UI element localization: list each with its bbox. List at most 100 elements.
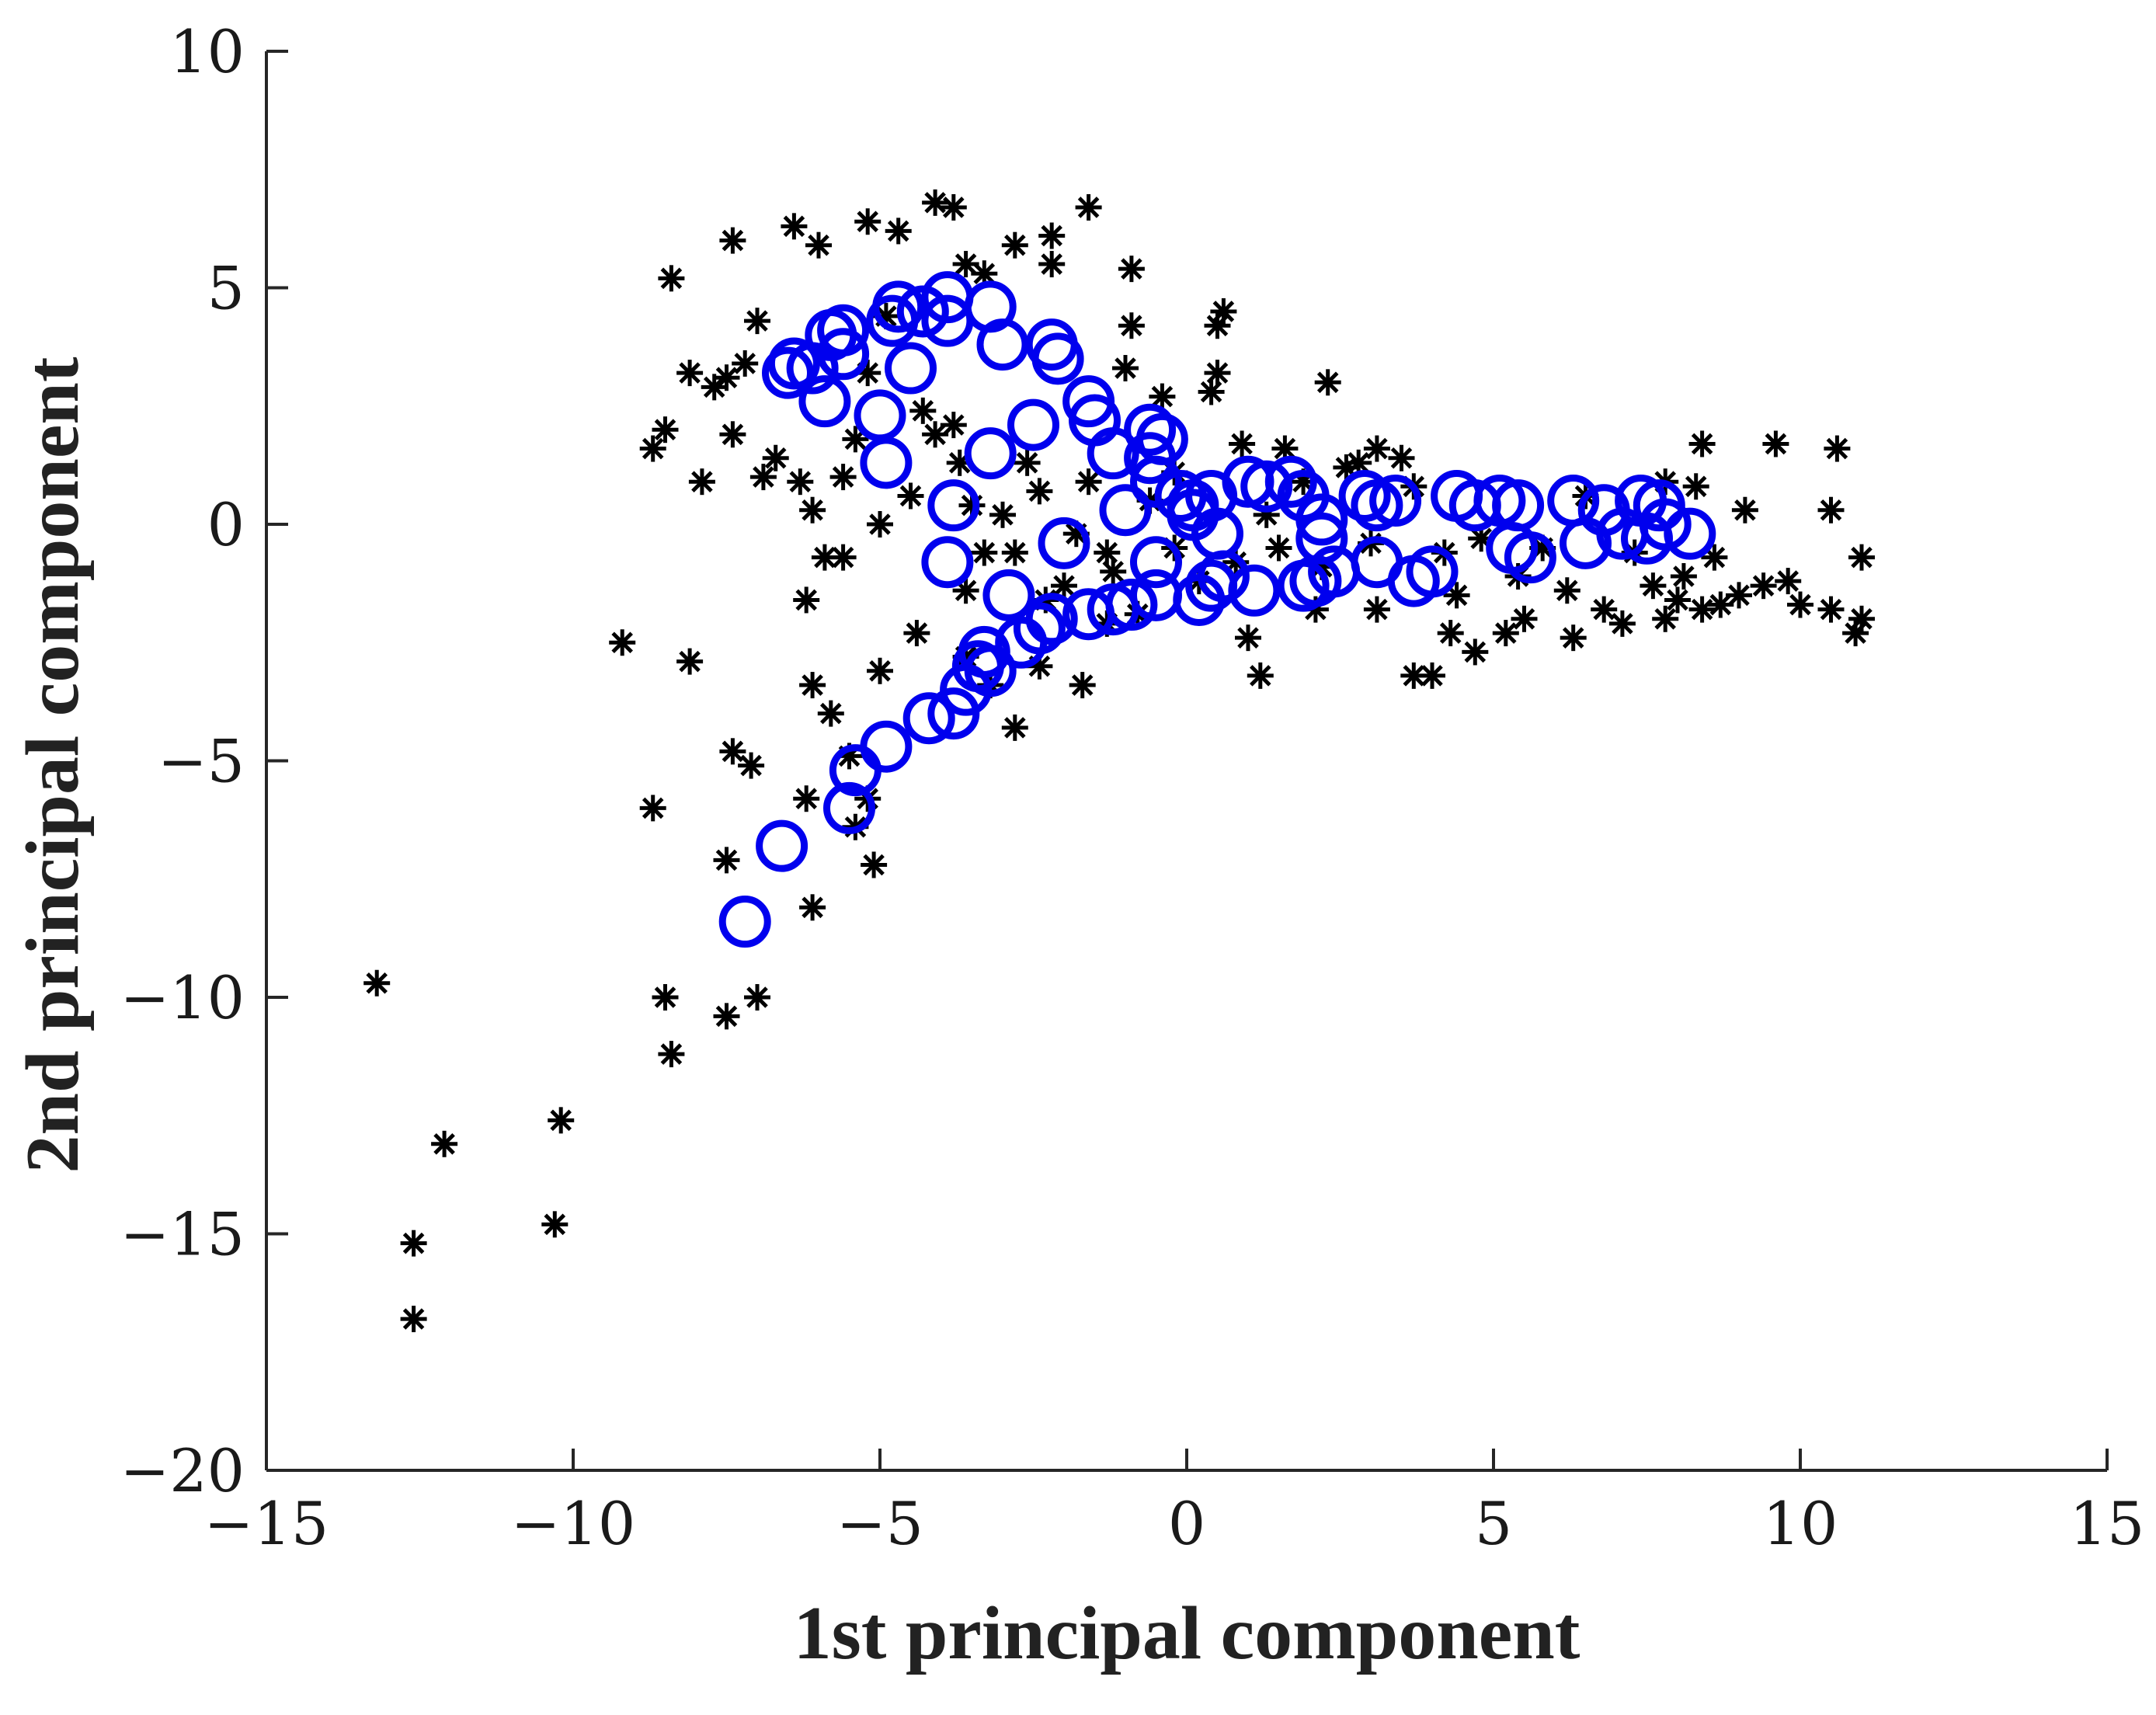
asterisk-point [1314, 369, 1341, 396]
asterisk-point [1664, 586, 1691, 614]
asterisk-point [799, 672, 826, 699]
circle-point [927, 479, 980, 532]
y-tick-label: −15 [120, 1200, 245, 1269]
asterisk-point [1204, 360, 1231, 387]
circle-point [1099, 484, 1152, 537]
x-tick-label: 15 [2070, 1489, 2145, 1558]
asterisk-point [639, 435, 666, 462]
asterisk-point [1038, 222, 1066, 249]
asterisk-point [639, 795, 666, 822]
circle-point [718, 896, 771, 948]
asterisk-point [1363, 435, 1390, 462]
asterisk-point [793, 586, 820, 614]
x-tick-label: −5 [836, 1489, 923, 1558]
circle-point [1295, 512, 1348, 565]
circle-point [1431, 469, 1483, 522]
asterisk-point [1848, 544, 1875, 571]
circle-point [854, 389, 906, 442]
asterisk-point [1553, 577, 1580, 604]
y-tick-label: 10 [169, 17, 245, 86]
circle-point [1615, 475, 1667, 527]
asterisk-point [1688, 430, 1716, 457]
circle-point [756, 819, 808, 872]
circle-point [1105, 579, 1158, 631]
circle-point [1406, 545, 1459, 598]
asterisk-point [1731, 496, 1758, 524]
asterisk-point [1652, 605, 1679, 632]
asterisk-point [1075, 193, 1102, 221]
asterisk-point [652, 416, 679, 444]
asterisk-point [1118, 312, 1145, 339]
circle-point [866, 294, 919, 347]
asterisk-point [400, 1230, 427, 1257]
asterisk-point [793, 785, 820, 812]
circle-point [1130, 536, 1182, 589]
asterisk-point [940, 193, 967, 221]
asterisk-point [867, 657, 893, 684]
axes-layer [265, 51, 2107, 1472]
circle-point [1135, 412, 1188, 465]
circle-point [860, 437, 913, 489]
asterisk-point [363, 969, 391, 997]
asterisk-point [1817, 596, 1845, 623]
asterisk-point [1388, 444, 1415, 471]
asterisk-point [952, 251, 979, 278]
asterisk-point [1038, 251, 1066, 278]
circle-point [1228, 564, 1281, 617]
y-axis-title: 2nd principal component [11, 357, 95, 1173]
asterisk-point [713, 847, 740, 874]
asterisk-point [719, 421, 746, 448]
x-tick-label: −15 [204, 1489, 329, 1558]
asterisk-point [1026, 478, 1053, 505]
asterisk-point [971, 539, 998, 566]
asterisk-point [1100, 558, 1127, 585]
asterisk-point [909, 397, 937, 424]
asterisk-point [676, 648, 704, 675]
asterisk-point [805, 231, 832, 259]
circle-point [1191, 507, 1243, 560]
asterisk-point [431, 1130, 458, 1157]
circle-point [1547, 475, 1600, 527]
asterisk-point [1149, 383, 1176, 410]
circle-point [1013, 602, 1066, 655]
asterisk-point [1075, 468, 1102, 496]
asterisk-point [744, 308, 770, 335]
asterisk-point [719, 738, 746, 765]
asterisk-point [989, 501, 1016, 528]
asterisk-point [829, 544, 857, 571]
asterisk-point [1437, 620, 1464, 647]
circle-point [1062, 375, 1115, 428]
asterisk-point [688, 468, 715, 496]
asterisk-point [799, 496, 826, 524]
circle-point [767, 337, 820, 390]
asterisk-point [1608, 610, 1636, 637]
asterisk-point [1094, 539, 1121, 566]
asterisk-point [861, 851, 888, 878]
x-tick-label: 5 [1475, 1489, 1512, 1558]
asterisk-point [1014, 449, 1041, 476]
circle-point [1025, 593, 1078, 645]
circle-point [762, 346, 814, 399]
circle-point [1664, 507, 1716, 560]
asterisk-point [1069, 672, 1096, 699]
asterisk-point [1204, 312, 1231, 339]
asterisk-point [719, 227, 746, 254]
asterisk-point [817, 700, 844, 727]
asterisk-point [541, 1211, 569, 1238]
asterisk-point [658, 1041, 685, 1068]
asterisk-point [787, 468, 814, 496]
asterisk-point [1560, 624, 1587, 652]
asterisk-point [1001, 714, 1028, 741]
asterisk-point [1640, 572, 1667, 600]
asterisk-point [922, 189, 949, 216]
x-tick-label: 0 [1168, 1489, 1205, 1558]
asterisk-point [1670, 562, 1697, 590]
asterisk-point [1511, 605, 1538, 632]
asterisk-point [922, 421, 949, 448]
asterisk-point [1112, 355, 1139, 382]
asterisk-point [1118, 256, 1145, 283]
asterisk-point [1688, 596, 1716, 623]
